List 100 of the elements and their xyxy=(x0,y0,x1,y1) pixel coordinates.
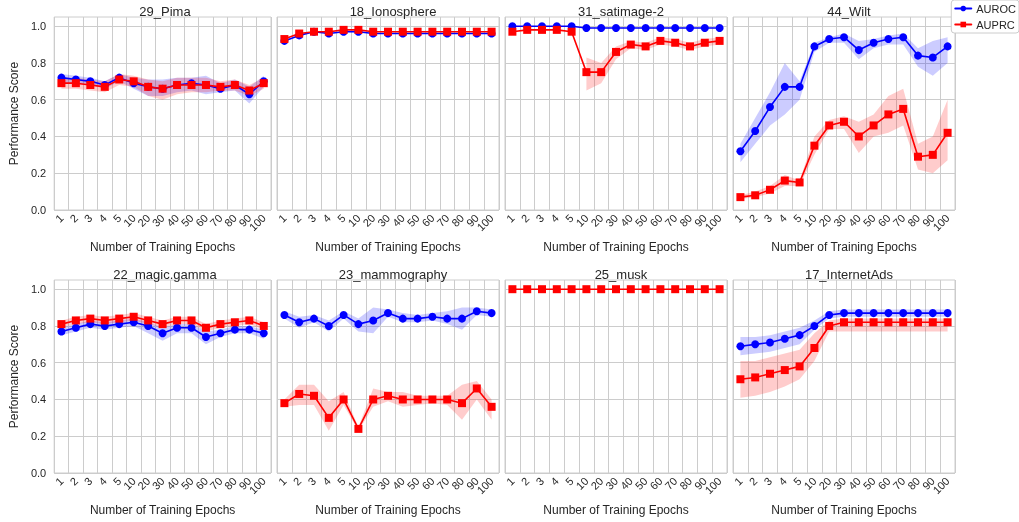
point xyxy=(129,312,138,321)
point xyxy=(187,323,196,332)
point xyxy=(700,24,709,33)
point xyxy=(928,53,937,62)
x-tick-label: 80 xyxy=(449,474,467,492)
point xyxy=(751,340,760,349)
point xyxy=(825,310,834,319)
point xyxy=(158,320,167,329)
x-tick-label: 80 xyxy=(677,474,695,492)
point xyxy=(854,318,863,327)
x-tick-label: 3 xyxy=(305,474,319,488)
point xyxy=(736,193,745,202)
x-tick-label: 70 xyxy=(662,474,680,492)
y-tick-label: 0.8 xyxy=(30,319,47,332)
point xyxy=(686,24,694,33)
x-tick-label: 4 xyxy=(320,211,334,225)
point xyxy=(943,309,952,318)
point xyxy=(854,46,863,55)
point xyxy=(656,36,665,45)
point xyxy=(384,391,392,400)
point xyxy=(259,329,268,338)
x-tick-label: 80 xyxy=(905,474,923,492)
point xyxy=(71,316,80,325)
point xyxy=(354,320,363,329)
chart-title: 29_Pima xyxy=(139,4,192,19)
point xyxy=(310,391,318,400)
point xyxy=(472,384,481,393)
x-tick-label: 60 xyxy=(647,474,665,492)
x-axis-title: Number of Training Epochs xyxy=(543,503,689,517)
point xyxy=(810,42,819,51)
x-tick-label: 3 xyxy=(761,474,775,488)
point xyxy=(626,24,635,33)
point xyxy=(884,35,893,44)
point xyxy=(736,342,745,351)
x-tick-label: 70 xyxy=(434,211,452,229)
x-axis-title: Number of Training Epochs xyxy=(543,240,689,254)
x-tick-label: 5 xyxy=(791,474,804,488)
point xyxy=(810,321,819,330)
x-tick-label: 20 xyxy=(816,211,834,229)
y-tick-label: 0.2 xyxy=(30,167,47,180)
x-axis-title: Number of Training Epochs xyxy=(771,503,917,517)
point xyxy=(71,323,80,332)
point xyxy=(795,178,804,187)
y-tick-label: 0.2 xyxy=(30,430,47,443)
point xyxy=(582,24,591,33)
point xyxy=(899,309,908,318)
x-tick-label: 20 xyxy=(360,474,378,492)
point xyxy=(487,402,496,411)
x-tick-label: 10 xyxy=(801,474,819,492)
point xyxy=(458,399,466,408)
x-tick-label: 10 xyxy=(345,211,363,229)
x-tick-label: 2 xyxy=(518,211,532,225)
point xyxy=(201,323,210,332)
x-tick-label: 2 xyxy=(67,474,81,488)
y-axis-title: Performance Score xyxy=(7,61,21,166)
point xyxy=(854,132,863,141)
x-tick-label: 1 xyxy=(275,211,289,225)
y-axis-title: Performance Score xyxy=(7,324,21,429)
point xyxy=(339,395,348,404)
x-tick-label: 3 xyxy=(533,474,547,488)
x-tick-label: 80 xyxy=(905,211,923,229)
chart-title: 25_musk xyxy=(594,267,648,282)
point xyxy=(187,316,196,325)
point xyxy=(840,318,848,327)
point xyxy=(854,309,863,318)
legend-label: AUROC xyxy=(976,2,1017,15)
x-tick-label: 4 xyxy=(548,211,562,225)
point xyxy=(715,36,724,45)
x-tick-label: 1 xyxy=(52,474,66,488)
x-tick-label: 5 xyxy=(335,211,348,225)
point xyxy=(354,424,363,433)
point xyxy=(928,150,937,159)
x-tick-label: 80 xyxy=(449,211,467,229)
x-tick-label: 2 xyxy=(746,474,760,488)
point xyxy=(413,314,422,323)
point xyxy=(671,38,680,47)
point xyxy=(201,332,210,341)
point xyxy=(413,395,422,404)
x-tick-label: 2 xyxy=(67,211,81,225)
point xyxy=(384,309,392,318)
point xyxy=(671,24,680,33)
x-tick-label: 4 xyxy=(776,211,790,225)
x-tick-label: 20 xyxy=(588,211,606,229)
point xyxy=(884,309,893,318)
point xyxy=(766,185,774,194)
point xyxy=(216,320,225,329)
point xyxy=(943,128,952,137)
x-tick-label: 3 xyxy=(81,211,95,225)
x-axis-title: Number of Training Epochs xyxy=(315,503,461,517)
point xyxy=(245,325,254,334)
point xyxy=(736,375,745,384)
point xyxy=(115,314,124,323)
x-tick-label: 3 xyxy=(81,474,95,488)
x-tick-label: 2 xyxy=(746,211,760,225)
point xyxy=(597,68,606,77)
point xyxy=(780,176,789,185)
x-tick-label: 1 xyxy=(275,474,289,488)
legend-label: AUPRC xyxy=(976,18,1015,31)
point xyxy=(245,86,254,95)
y-tick-label: 0.6 xyxy=(30,93,47,106)
